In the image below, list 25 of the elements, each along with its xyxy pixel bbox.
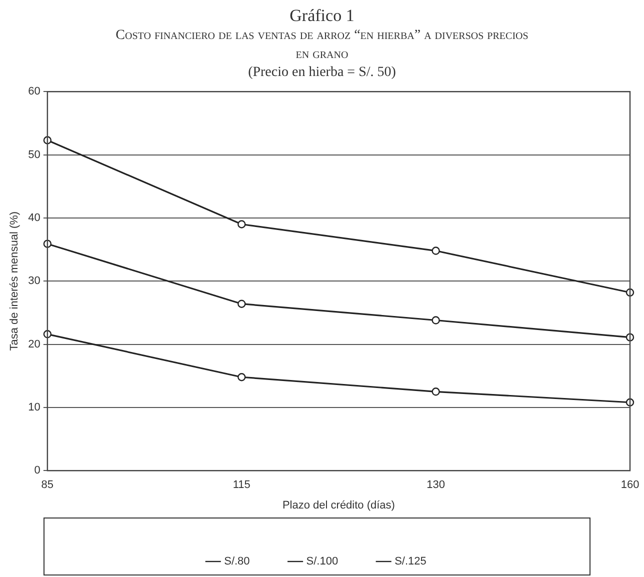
y-tick-label: 40 — [28, 212, 40, 224]
legend-label: S/.80 — [224, 556, 250, 568]
y-tick-label: 20 — [28, 338, 40, 350]
y-tick-label: 30 — [28, 275, 40, 288]
point — [238, 373, 246, 382]
point — [238, 300, 246, 308]
chart-subtitle: Costo financiero de las ventas de arroz “en hierba” a diversos precios en grano — [114, 27, 530, 64]
text: (Precio en hierba = S/. 50) — [247, 64, 397, 82]
point — [432, 388, 440, 396]
point — [432, 246, 440, 255]
y-tick-label: 60 — [28, 86, 40, 98]
y-tick-label: 10 — [28, 401, 40, 414]
x-tick-label: 115 — [232, 479, 250, 492]
legend-label: S/.125 — [394, 556, 426, 568]
y-tick-label: 0 — [34, 464, 40, 477]
x-tick-label: 85 — [41, 479, 54, 492]
chart-title: Gráfico 1 — [288, 6, 356, 26]
legend-label: S/.100 — [306, 556, 338, 568]
point — [238, 220, 246, 228]
x-tick-label: 130 — [426, 479, 445, 492]
x-axis-title: Plazo del crédito (días) — [282, 499, 395, 512]
x-tick-label: 160 — [620, 479, 640, 492]
y-axis-title: Tasa de interés mensual (%) — [8, 211, 21, 351]
y-tick-label: 50 — [28, 148, 40, 161]
point — [432, 316, 440, 324]
